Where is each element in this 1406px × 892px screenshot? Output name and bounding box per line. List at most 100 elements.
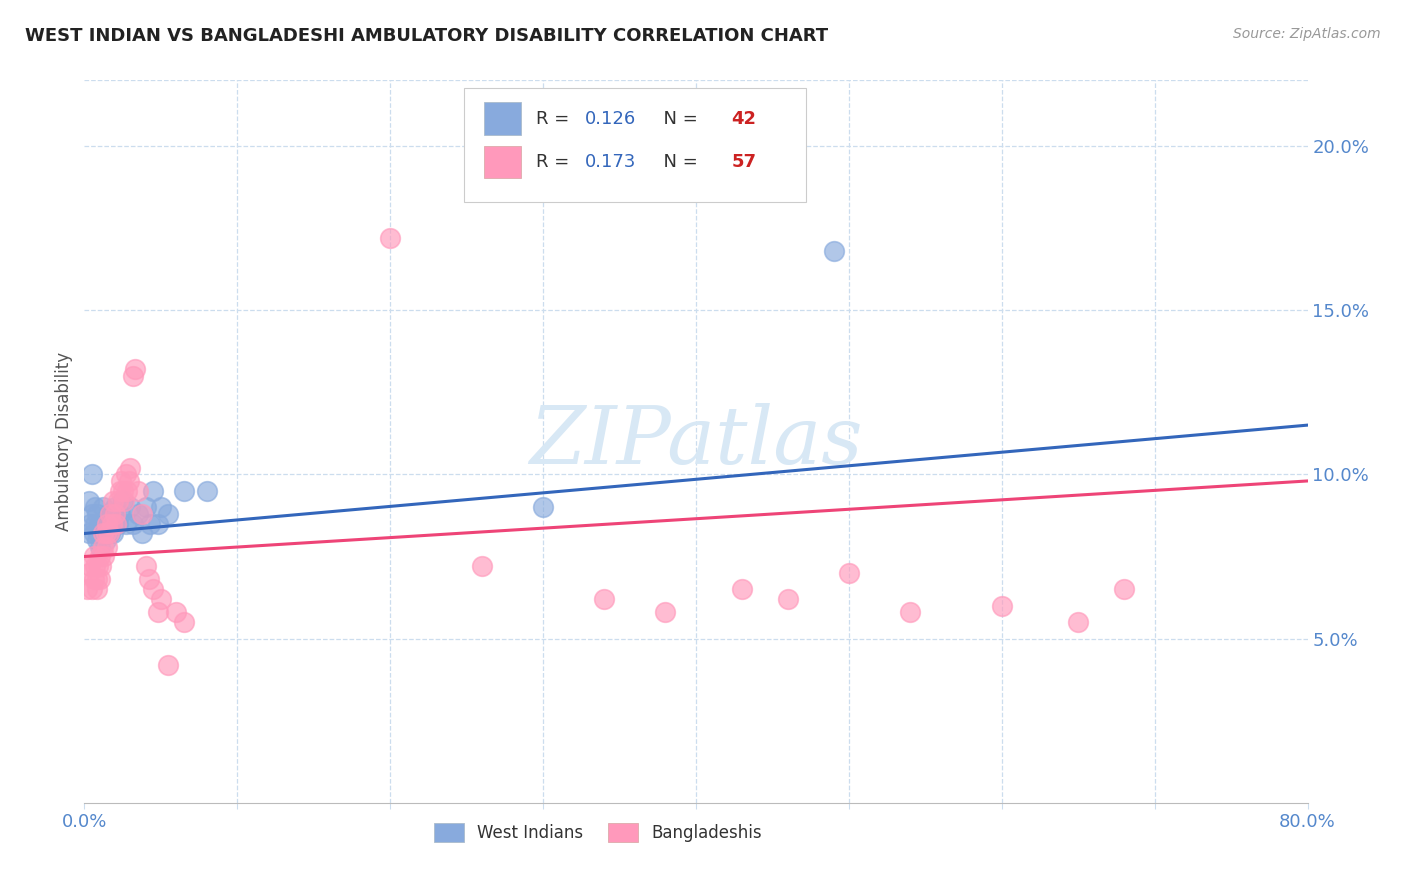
Point [93, 526, 115, 541]
Point [120, 500, 142, 515]
Point [84, 516, 107, 531]
Point [86, 533, 108, 547]
Point [84, 559, 107, 574]
Text: R =: R = [536, 110, 575, 128]
Point [103, 526, 125, 541]
Point [80, 507, 103, 521]
Point [84, 500, 107, 515]
Point [471, 559, 494, 574]
Point [898, 605, 921, 619]
Point [90, 559, 112, 574]
Point [120, 460, 142, 475]
Point [89, 573, 111, 587]
FancyBboxPatch shape [484, 103, 522, 135]
Point [380, 231, 402, 245]
Point [107, 516, 129, 531]
Point [173, 483, 195, 498]
FancyBboxPatch shape [464, 87, 806, 202]
Point [142, 483, 165, 498]
Point [79, 516, 101, 531]
Point [91, 526, 114, 541]
Point [157, 657, 180, 672]
Text: Source: ZipAtlas.com: Source: ZipAtlas.com [1233, 27, 1381, 41]
Point [83, 526, 105, 541]
Point [80, 582, 103, 597]
Point [115, 483, 138, 498]
Point [135, 559, 157, 574]
Point [127, 507, 149, 521]
Point [173, 615, 195, 630]
Point [86, 507, 108, 521]
Point [77, 493, 100, 508]
Point [111, 493, 134, 508]
Point [149, 500, 172, 515]
Point [107, 493, 129, 508]
Point [654, 605, 676, 619]
Point [114, 467, 136, 482]
Y-axis label: Ambulatory Disability: Ambulatory Disability [55, 352, 73, 531]
Point [105, 516, 128, 531]
Point [142, 582, 165, 597]
FancyBboxPatch shape [484, 145, 522, 178]
Point [131, 526, 153, 541]
Point [124, 362, 146, 376]
Point [94, 526, 117, 541]
Point [83, 573, 105, 587]
Point [1067, 615, 1090, 630]
Point [122, 368, 145, 383]
Point [86, 582, 108, 597]
Point [77, 526, 100, 541]
Point [91, 500, 114, 515]
Point [112, 493, 135, 508]
Point [593, 592, 616, 607]
Point [122, 516, 145, 531]
Point [77, 566, 100, 580]
Point [89, 540, 111, 554]
Point [991, 599, 1014, 613]
Point [91, 540, 114, 554]
Point [823, 244, 845, 258]
Point [1114, 582, 1136, 597]
Point [776, 592, 799, 607]
Point [146, 516, 169, 531]
Point [139, 516, 162, 531]
Point [97, 507, 120, 521]
Point [118, 474, 141, 488]
Point [96, 516, 118, 531]
Point [104, 507, 127, 521]
Point [110, 474, 132, 488]
Point [94, 533, 117, 547]
Text: 42: 42 [731, 110, 756, 128]
Point [108, 483, 131, 498]
Point [87, 559, 110, 574]
Point [195, 483, 218, 498]
Point [98, 507, 121, 521]
Point [135, 500, 157, 515]
Point [97, 526, 120, 541]
Point [531, 500, 554, 515]
Point [90, 526, 112, 541]
Point [101, 516, 124, 531]
Point [89, 516, 111, 531]
Point [98, 526, 121, 541]
Point [114, 516, 136, 531]
Text: 0.173: 0.173 [585, 153, 636, 171]
Text: WEST INDIAN VS BANGLADESHI AMBULATORY DISABILITY CORRELATION CHART: WEST INDIAN VS BANGLADESHI AMBULATORY DI… [25, 27, 828, 45]
Point [138, 573, 160, 587]
Point [731, 582, 754, 597]
Point [157, 507, 180, 521]
Point [103, 493, 125, 508]
Point [76, 582, 98, 597]
Point [838, 566, 860, 580]
Point [111, 483, 134, 498]
Legend: West Indians, Bangladeshis: West Indians, Bangladeshis [427, 816, 769, 848]
Point [165, 605, 187, 619]
Text: R =: R = [536, 153, 575, 171]
Point [108, 507, 131, 521]
Point [89, 549, 111, 564]
Point [104, 500, 127, 515]
Point [101, 516, 124, 531]
Text: N =: N = [652, 153, 703, 171]
Point [131, 507, 153, 521]
Text: 0.126: 0.126 [585, 110, 636, 128]
